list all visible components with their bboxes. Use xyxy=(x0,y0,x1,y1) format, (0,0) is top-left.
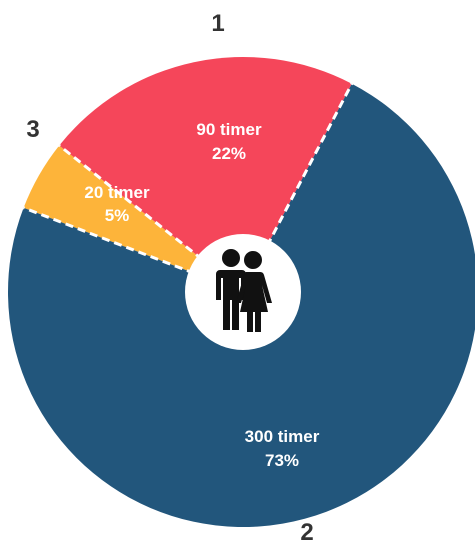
slice-label-3: 20 timer xyxy=(84,183,150,202)
slice-number-2: 2 xyxy=(300,519,313,542)
slice-percent-1: 22% xyxy=(212,144,246,163)
slice-percent-3: 5% xyxy=(105,206,130,225)
slice-number-3: 3 xyxy=(26,116,39,143)
center-badge xyxy=(185,234,301,350)
slice-label-1: 90 timer xyxy=(196,120,262,139)
pie-slice-1 xyxy=(59,56,352,293)
slice-number-1: 1 xyxy=(211,10,224,37)
slice-percent-2: 73% xyxy=(265,451,299,470)
pie-slice-3 xyxy=(23,145,243,292)
slice-label-2: 300 timer xyxy=(245,427,320,446)
couple-icon xyxy=(216,249,272,332)
